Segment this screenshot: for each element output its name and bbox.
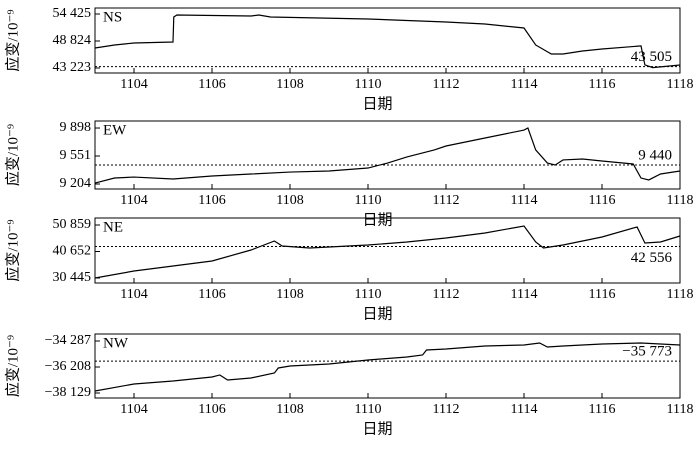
x-tick-label: 1118 xyxy=(667,193,694,208)
x-axis-label: 日期 xyxy=(362,420,392,437)
x-tick-label: 1106 xyxy=(198,287,225,302)
x-tick-label: 1106 xyxy=(198,402,225,417)
data-line xyxy=(94,342,681,392)
data-line xyxy=(94,225,681,279)
x-tick-label: 1114 xyxy=(511,402,538,417)
y-axis-label: 应变/10⁻⁹ xyxy=(3,219,21,281)
y-axis-label: 应变/10⁻⁹ xyxy=(3,335,21,397)
x-tick-label: 1110 xyxy=(355,287,382,302)
y-axis-label: 应变/10⁻⁹ xyxy=(3,9,21,71)
x-tick-label: 1108 xyxy=(276,77,303,92)
reference-label: −35 773 xyxy=(622,344,672,360)
plot-frame xyxy=(94,120,681,190)
y-tick-label: 50 859 xyxy=(53,217,92,232)
x-tick-label: 1108 xyxy=(276,287,303,302)
x-tick-label: 1114 xyxy=(511,287,538,302)
x-tick-label: 1118 xyxy=(667,402,694,417)
reference-label: 42 556 xyxy=(631,250,673,266)
y-tick-label: 40 652 xyxy=(53,244,92,259)
plot-frame xyxy=(94,7,681,74)
x-tick-label: 1106 xyxy=(198,77,225,92)
data-line xyxy=(94,127,681,184)
x-tick-label: 1108 xyxy=(276,402,303,417)
y-tick-label: −34 287 xyxy=(45,333,91,348)
x-tick-label: 1110 xyxy=(355,402,382,417)
x-tick-label: 1118 xyxy=(667,287,694,302)
x-tick-label: 1112 xyxy=(433,287,460,302)
x-tick-label: 1114 xyxy=(511,193,538,208)
x-tick-label: 1112 xyxy=(433,77,460,92)
x-tick-label: 1112 xyxy=(433,193,460,208)
panel-name: NE xyxy=(103,219,123,235)
x-tick-label: 1110 xyxy=(355,77,382,92)
x-tick-label: 1110 xyxy=(355,193,382,208)
x-tick-label: 1116 xyxy=(589,193,616,208)
panel-name: NS xyxy=(103,9,122,25)
y-tick-label: 54 425 xyxy=(53,6,92,21)
y-tick-label: 9 551 xyxy=(60,148,92,163)
x-tick-label: 1112 xyxy=(433,402,460,417)
panel-name: EW xyxy=(103,122,127,138)
y-tick-label: −36 208 xyxy=(45,359,91,374)
panel-name: NW xyxy=(103,335,129,351)
plot-frame xyxy=(94,217,681,284)
x-axis-label: 日期 xyxy=(362,211,392,228)
x-axis-label: 日期 xyxy=(362,95,392,112)
x-tick-label: 1104 xyxy=(120,193,147,208)
y-tick-label: 43 223 xyxy=(53,60,92,75)
y-tick-label: 48 824 xyxy=(53,33,92,48)
y-axis-label: 应变/10⁻⁹ xyxy=(3,124,21,186)
x-tick-label: 1108 xyxy=(276,193,303,208)
x-tick-label: 1116 xyxy=(589,77,616,92)
y-tick-label: 9 898 xyxy=(60,120,92,135)
plot-frame xyxy=(94,333,681,399)
x-tick-label: 1118 xyxy=(667,77,694,92)
x-tick-label: 1106 xyxy=(198,193,225,208)
x-tick-label: 1104 xyxy=(120,402,147,417)
y-tick-label: −38 129 xyxy=(45,385,91,400)
y-tick-label: 9 204 xyxy=(60,176,92,191)
x-tick-label: 1104 xyxy=(120,287,147,302)
x-tick-label: 1116 xyxy=(589,287,616,302)
y-tick-label: 30 445 xyxy=(53,270,92,285)
reference-label: 9 440 xyxy=(638,147,672,163)
x-axis-label: 日期 xyxy=(362,305,392,322)
data-line xyxy=(94,14,681,69)
x-tick-label: 1114 xyxy=(511,77,538,92)
x-tick-label: 1104 xyxy=(120,77,147,92)
reference-label: 43 505 xyxy=(631,49,672,65)
x-tick-label: 1116 xyxy=(589,402,616,417)
